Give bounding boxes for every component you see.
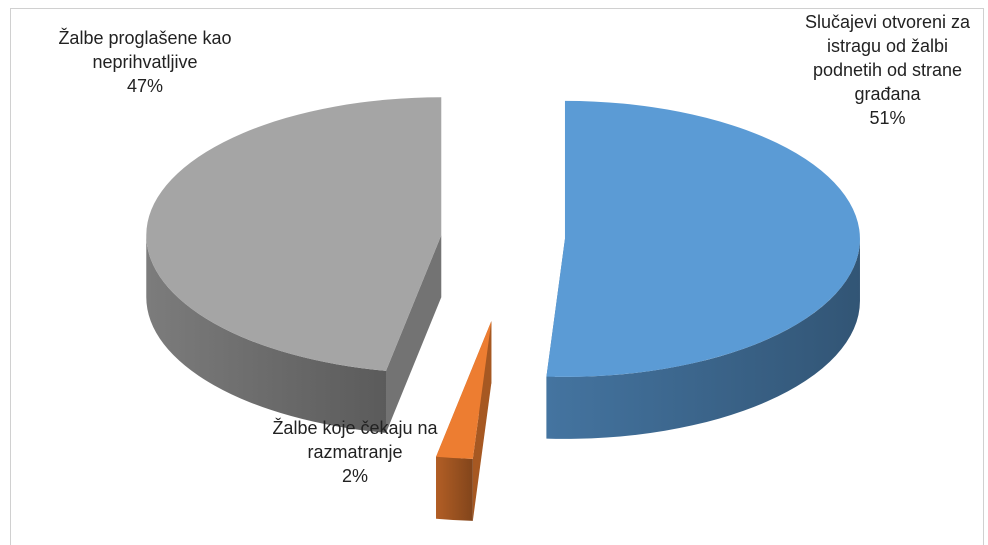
slice	[146, 97, 442, 433]
value-label: 51%	[869, 108, 906, 128]
category-label: Slučajevi otvoreni za istragu od žalbi p…	[804, 12, 971, 104]
slice-side	[146, 235, 386, 433]
slice-top	[546, 100, 860, 377]
slice	[546, 100, 860, 439]
category-label: Žalbe proglašene kao neprihvatljive	[58, 28, 232, 72]
slice-cut-face	[385, 235, 442, 433]
category-label: Žalbe koje čekaju na razmatranje	[272, 418, 438, 462]
value-label: 2%	[341, 466, 368, 486]
slice	[436, 321, 492, 521]
chart-frame	[10, 8, 984, 545]
data-label: Žalbe koje čekaju na razmatranje 2%	[270, 416, 440, 488]
value-label: 47%	[126, 76, 164, 96]
slice-side	[546, 238, 860, 439]
slice-top	[436, 321, 492, 459]
slice-top	[146, 97, 442, 371]
data-label: Slučajevi otvoreni za istragu od žalbi p…	[790, 10, 985, 130]
data-label: Žalbe proglašene kao neprihvatljive 47%	[40, 26, 250, 98]
slice-side	[436, 456, 473, 521]
